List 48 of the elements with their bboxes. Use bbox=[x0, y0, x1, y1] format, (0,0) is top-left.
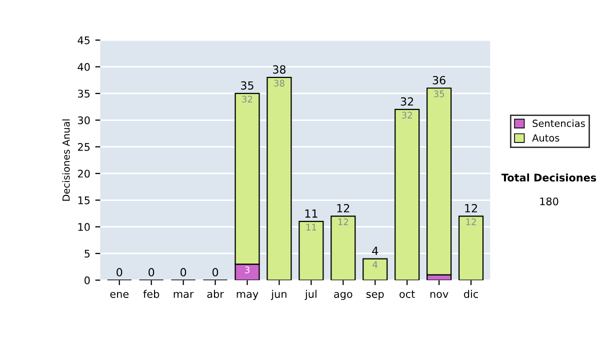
y-tick-label: 15 bbox=[78, 196, 90, 204]
total-label: 36 bbox=[432, 76, 446, 84]
data-label: 11 bbox=[306, 224, 316, 230]
data-label: 32 bbox=[402, 112, 412, 119]
text: Total Decisiones bbox=[501, 173, 596, 182]
data-label: 38 bbox=[274, 80, 284, 87]
total-label: 0 bbox=[116, 268, 122, 276]
y-tick-label: 20 bbox=[78, 170, 90, 178]
x-tick-label: sep bbox=[366, 292, 384, 300]
y-tick-label: 0 bbox=[84, 276, 90, 284]
x-tick-label: dic bbox=[464, 290, 478, 298]
x-tick-label: oct bbox=[400, 290, 415, 298]
x-tick-label: ene bbox=[110, 292, 129, 298]
y-tick-label: 40 bbox=[78, 63, 90, 71]
total-label: 32 bbox=[400, 97, 414, 106]
y-tick-label: 30 bbox=[78, 116, 90, 124]
total-label: 4 bbox=[372, 246, 378, 255]
x-tick-label: nov bbox=[430, 292, 448, 298]
total-label: 38 bbox=[272, 65, 286, 74]
y-tick-label: 25 bbox=[78, 143, 90, 151]
x-tick-label: abr bbox=[207, 290, 224, 298]
total-label: 0 bbox=[180, 268, 186, 276]
x-tick-label: ago bbox=[334, 292, 352, 300]
data-label: 35 bbox=[434, 90, 444, 98]
y-tick-label: 5 bbox=[84, 250, 90, 258]
x-tick-label: jul bbox=[304, 290, 316, 300]
y-tick-label: 35 bbox=[78, 90, 90, 98]
legend-label: Sentencias bbox=[532, 119, 585, 128]
total-label: 35 bbox=[241, 81, 254, 90]
y-tick-label: 10 bbox=[78, 223, 90, 231]
data-label: 12 bbox=[338, 218, 348, 226]
total-label: 12 bbox=[465, 204, 477, 212]
data-label: 32 bbox=[242, 96, 252, 103]
legend-label: Autos bbox=[532, 134, 560, 142]
x-tick-label: jun bbox=[270, 290, 286, 300]
x-tick-label: feb bbox=[143, 290, 160, 298]
data-label: 3 bbox=[245, 266, 250, 274]
data-label: 12 bbox=[466, 218, 476, 226]
y-axis-title: Decisiones Anual bbox=[62, 119, 70, 201]
total-label: 12 bbox=[337, 204, 350, 212]
x-tick-label: mar bbox=[174, 292, 194, 298]
text: 180 bbox=[540, 197, 558, 206]
y-tick-label: 45 bbox=[78, 36, 90, 44]
total-label: 0 bbox=[148, 268, 154, 276]
total-label: 11 bbox=[305, 209, 318, 218]
x-tick-label: may bbox=[236, 292, 258, 300]
total-label: 0 bbox=[212, 268, 218, 276]
data-label: 4 bbox=[372, 261, 378, 268]
